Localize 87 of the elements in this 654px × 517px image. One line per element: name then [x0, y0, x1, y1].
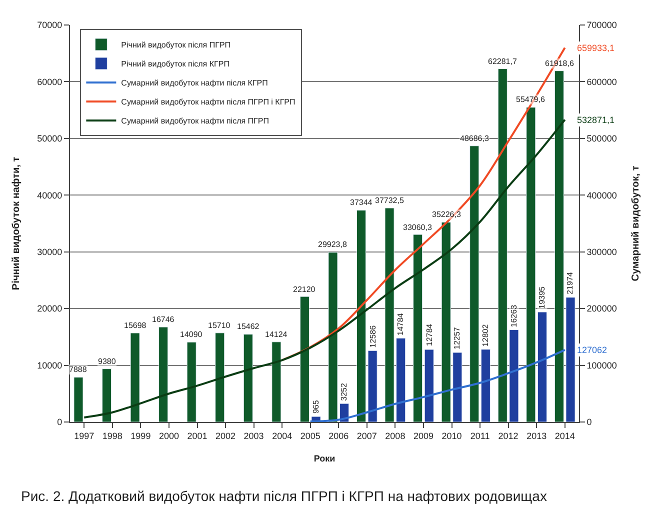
data-label: 14124: [265, 330, 288, 339]
data-label: 12784: [425, 323, 434, 346]
x-tick-label: 2001: [187, 430, 208, 441]
x-tick-label: 2011: [470, 430, 490, 441]
data-label: 62281,7: [488, 57, 518, 66]
x-tick-label: 2002: [216, 430, 236, 441]
x-tick-label: 2014: [554, 430, 575, 441]
data-label: 21974: [566, 272, 575, 294]
text: Рис. 2. Додатковий видобуток нафти після ПГРП і КГРП на нафтових родовищах: [21, 488, 547, 504]
data-label: 19395: [538, 286, 547, 309]
y-tick-label: 70000: [37, 20, 62, 30]
bar: [102, 368, 112, 422]
y2-tick-label: 200000: [586, 304, 617, 314]
x-tick-label: 2004: [272, 430, 292, 441]
y-tick-label: 60000: [37, 76, 62, 87]
data-label: 15698: [124, 321, 147, 330]
x-tick-label: 2013: [526, 430, 547, 441]
bar: [158, 326, 168, 422]
y2-tick-label: 400000: [586, 190, 617, 200]
x-tick-label: 2012: [498, 430, 518, 441]
y-tick-label: 30000: [37, 247, 62, 258]
y2-tick-label: 100000: [586, 360, 617, 370]
line-series: [309, 348, 566, 422]
bar: [480, 349, 490, 422]
data-label: 7888: [69, 365, 88, 374]
bar: [215, 332, 225, 422]
data-label: 15462: [237, 322, 260, 331]
x-tick-label: 2009: [413, 430, 434, 441]
x-tick-label: 2007: [356, 430, 377, 441]
legend-label: Сумарний видобуток нафти після ПГРП: [121, 116, 270, 126]
data-label: 48686,3: [460, 134, 490, 143]
data-label: 127062: [577, 345, 608, 355]
y2-tick-label: 300000: [586, 247, 617, 258]
y-tick-label: 20000: [37, 304, 62, 314]
x-tick-label: 2005: [300, 430, 320, 441]
y-tick-label: 0: [57, 417, 62, 428]
x-tick-label: 2003: [244, 430, 264, 441]
data-label: 37732,5: [375, 196, 404, 205]
y-tick-label: 10000: [37, 360, 62, 370]
data-label: 35226,3: [432, 210, 462, 219]
data-label: 15710: [208, 321, 231, 330]
x-tick-label: 1998: [102, 430, 122, 441]
x-tick-label: 2000: [158, 430, 179, 441]
bar: [424, 349, 434, 422]
data-label: 33060,3: [403, 223, 432, 232]
data-label: 16746: [152, 315, 175, 324]
data-label: 3252: [340, 382, 349, 401]
bar: [74, 377, 84, 422]
x-tick-label: 1997: [74, 430, 94, 441]
y-axis-title: Річний видобуток нафти, т: [11, 156, 22, 290]
y-tick-label: 40000: [37, 190, 62, 200]
legend-label: Річний видобуток після ПГРП: [121, 40, 231, 50]
x-tick-label: 2006: [328, 430, 349, 441]
data-label: 12586: [368, 324, 378, 348]
bar: [186, 342, 196, 422]
data-label: 61918,6: [545, 59, 574, 68]
y2-axis-title: Сумарний видобуток, т: [630, 166, 642, 282]
x-tick-label: 1999: [130, 430, 151, 441]
data-label: 9380: [98, 357, 116, 366]
legend-label: Сумарний видобуток нафти після ПГРП і КГРП: [121, 98, 296, 107]
bar: [470, 146, 480, 422]
data-label: 16263: [510, 304, 519, 328]
data-label: 12257: [452, 326, 462, 350]
x-tick-label: 2010: [442, 430, 462, 441]
data-label: 55479,6: [516, 95, 546, 104]
x-axis-title: Роки: [314, 454, 336, 464]
data-label: 965: [311, 400, 320, 414]
data-label: 14784: [396, 312, 406, 336]
y2-tick-label: 0: [586, 417, 592, 428]
data-label: 14090: [180, 330, 203, 339]
data-label: 12802: [480, 324, 490, 347]
bar: [272, 342, 282, 422]
y2-tick-label: 700000: [586, 20, 617, 30]
legend-label: Річний видобуток після КГРП: [121, 60, 230, 69]
data-label: 37344: [350, 198, 373, 207]
y2-tick-label: 600000: [586, 76, 617, 87]
bar: [243, 334, 253, 422]
data-label: 22120: [293, 285, 316, 294]
x-tick-label: 2008: [385, 430, 406, 441]
data-label: 659933,1: [577, 43, 615, 53]
data-label: 532871,1: [577, 115, 615, 125]
data-label: 29923,8: [318, 240, 348, 249]
legend-label: Сумарний видобуток нафти після КГРП: [121, 78, 268, 88]
bar: [130, 332, 140, 422]
y-tick-label: 50000: [37, 134, 62, 144]
bar: [413, 234, 423, 422]
y2-tick-label: 500000: [586, 134, 617, 144]
